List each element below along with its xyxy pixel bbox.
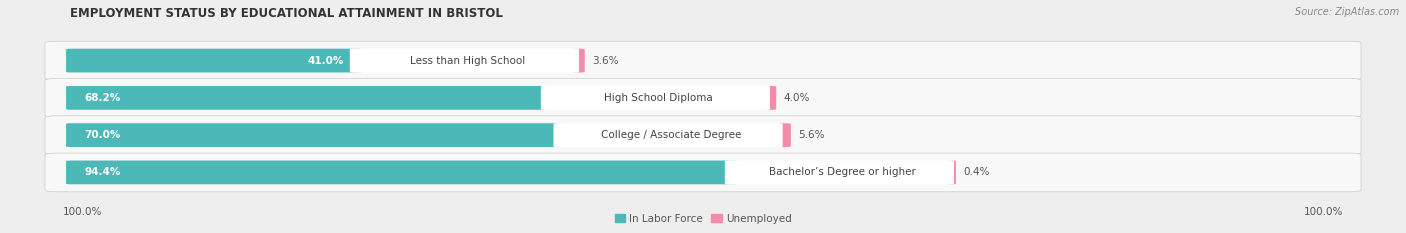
FancyBboxPatch shape (763, 86, 776, 110)
Text: 0.4%: 0.4% (963, 168, 990, 177)
FancyBboxPatch shape (541, 86, 770, 110)
Text: 100.0%: 100.0% (1303, 207, 1343, 217)
FancyBboxPatch shape (45, 79, 1361, 117)
Text: EMPLOYMENT STATUS BY EDUCATIONAL ATTAINMENT IN BRISTOL: EMPLOYMENT STATUS BY EDUCATIONAL ATTAINM… (70, 7, 503, 20)
Text: 5.6%: 5.6% (797, 130, 824, 140)
Text: 70.0%: 70.0% (84, 130, 121, 140)
Text: 94.4%: 94.4% (84, 168, 121, 177)
Text: Source: ZipAtlas.com: Source: ZipAtlas.com (1295, 7, 1399, 17)
FancyBboxPatch shape (725, 160, 955, 185)
Text: 68.2%: 68.2% (84, 93, 121, 103)
FancyBboxPatch shape (66, 86, 554, 110)
FancyBboxPatch shape (66, 161, 738, 184)
FancyBboxPatch shape (66, 123, 567, 147)
FancyBboxPatch shape (45, 116, 1361, 154)
FancyBboxPatch shape (66, 49, 363, 72)
Text: Less than High School: Less than High School (409, 56, 524, 65)
Legend: In Labor Force, Unemployed: In Labor Force, Unemployed (610, 209, 796, 228)
Text: 100.0%: 100.0% (63, 207, 103, 217)
Text: Bachelor’s Degree or higher: Bachelor’s Degree or higher (769, 168, 915, 177)
Text: High School Diploma: High School Diploma (603, 93, 713, 103)
Text: 3.6%: 3.6% (592, 56, 619, 65)
Text: 4.0%: 4.0% (783, 93, 810, 103)
FancyBboxPatch shape (572, 49, 585, 72)
FancyBboxPatch shape (45, 41, 1361, 80)
FancyBboxPatch shape (45, 153, 1361, 192)
FancyBboxPatch shape (554, 123, 783, 147)
FancyBboxPatch shape (776, 123, 790, 147)
Text: 41.0%: 41.0% (308, 56, 344, 65)
FancyBboxPatch shape (350, 48, 579, 73)
Text: College / Associate Degree: College / Associate Degree (600, 130, 741, 140)
FancyBboxPatch shape (948, 161, 956, 184)
